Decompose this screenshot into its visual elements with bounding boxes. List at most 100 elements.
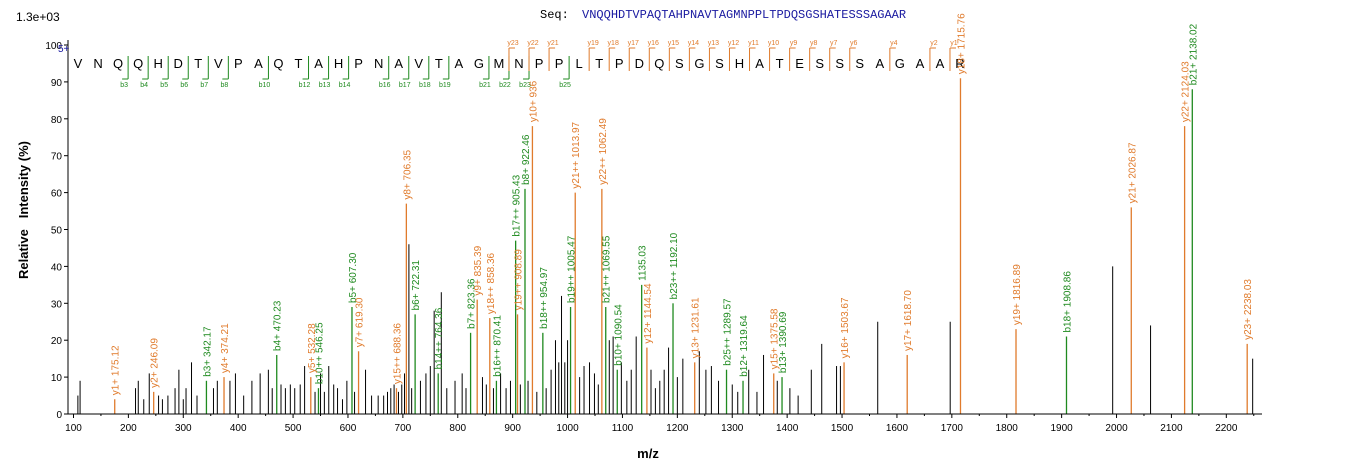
x-tick-label: 900 xyxy=(504,423,521,434)
sequence-residue: D xyxy=(635,56,644,71)
b-ion-label: b12 xyxy=(299,82,311,89)
sequence-residue: A xyxy=(314,56,323,71)
y-tick-label: 90 xyxy=(51,78,63,89)
sequence-residue: T xyxy=(776,56,784,71)
peak-label: b19++ 1005.47 xyxy=(567,235,578,303)
sequence-residue: G xyxy=(694,56,704,71)
sequence-residue: P xyxy=(615,56,624,71)
x-tick-label: 2100 xyxy=(1160,423,1183,434)
b-ion-label: b21 xyxy=(479,82,491,89)
peak-label: b21+ 2138.02 xyxy=(1188,23,1199,85)
x-tick-label: 1300 xyxy=(721,423,744,434)
sequence-residue: Q xyxy=(273,56,283,71)
peak-label: y22+ 2124.03 xyxy=(1181,61,1192,122)
b-ion-label: b22 xyxy=(499,82,511,89)
y-ion-label: y2 xyxy=(930,40,938,47)
y-tick-label: 0 xyxy=(56,410,62,421)
sequence-residue: A xyxy=(394,56,403,71)
peak-label: b14++ 764.36 xyxy=(434,307,445,369)
y-ion-label: y13 xyxy=(708,40,719,47)
peak-label: b6+ 722.31 xyxy=(411,260,422,311)
b-ion-label: b6 xyxy=(180,82,188,89)
y-tick-label: 10 xyxy=(51,373,63,384)
y-ion-label: y9 xyxy=(790,40,798,47)
peak-label: y1+ 175.12 xyxy=(111,345,122,395)
peak-label: y19++ 908.89 xyxy=(514,249,525,311)
sequence-residue: S xyxy=(835,56,844,71)
b-ion-label: b10 xyxy=(259,82,271,89)
x-tick-label: 1100 xyxy=(612,423,634,434)
sequence-residue: V xyxy=(214,56,223,71)
peak-label: b21++ 1069.55 xyxy=(602,235,613,303)
x-tick-label: 500 xyxy=(285,423,302,434)
sequence-value: VNQQHDTVPAQTAHPNAVTAGMNPPLTPDQSGSHATESSS… xyxy=(582,8,907,22)
sequence-residue: T xyxy=(595,56,603,71)
y-axis-label: Relative Intensity (%) xyxy=(16,141,31,279)
peak-label: y4+ 374.21 xyxy=(220,323,231,373)
b-ion-label: b4 xyxy=(140,82,148,89)
charge-label: 5+ xyxy=(58,44,70,55)
b-ion-label: b16 xyxy=(379,82,391,89)
peak-label: y18+ 1715.76 xyxy=(956,13,967,74)
peak-label: b3+ 342.17 xyxy=(202,326,213,377)
sequence-residue: Q xyxy=(113,56,123,71)
x-tick-label: 600 xyxy=(340,423,357,434)
peak-label: y21+ 2026.87 xyxy=(1127,142,1138,203)
x-tick-label: 700 xyxy=(395,423,412,434)
peak-label: y21++ 1013.97 xyxy=(571,121,582,188)
x-tick-label: 100 xyxy=(65,423,82,434)
sequence-residue: A xyxy=(755,56,764,71)
sequence-residue: P xyxy=(555,56,564,71)
peak-label: b25++ 1289.57 xyxy=(723,298,734,366)
b-ion-label: b3 xyxy=(120,82,128,89)
b-ion-label: b13 xyxy=(319,82,331,89)
b-ion-label: b14 xyxy=(339,82,351,89)
y-ion-label: y12 xyxy=(728,40,739,47)
peak-label: y5+ 532.28 xyxy=(307,323,318,373)
sequence-residue: Q xyxy=(654,56,664,71)
sequence-residue: H xyxy=(735,56,744,71)
b-ion-label: b7 xyxy=(200,82,208,89)
sequence-residue: S xyxy=(815,56,824,71)
b-ion-label: b8 xyxy=(220,82,228,89)
x-tick-label: 1900 xyxy=(1051,423,1074,434)
y-ion-label: y19 xyxy=(588,40,599,47)
y-ion-label: y21 xyxy=(547,40,558,47)
sequence-residue: H xyxy=(334,56,343,71)
peak-label: b17++ 905.43 xyxy=(512,174,523,236)
sequence-residue: A xyxy=(916,56,925,71)
y-ion-label: y4 xyxy=(890,40,898,47)
sequence-residue: T xyxy=(295,56,303,71)
y-ion-label: y1 xyxy=(950,40,958,47)
sequence-residue: H xyxy=(153,56,162,71)
y-ion-label: y6 xyxy=(850,40,858,47)
peak-label: y15++ 688.36 xyxy=(392,323,403,385)
sequence-residue: D xyxy=(174,56,183,71)
peak-label: y19+ 1816.89 xyxy=(1012,264,1023,325)
peak-label: y22++ 1062.49 xyxy=(598,118,609,185)
sequence-residue: P xyxy=(354,56,363,71)
y-ion-label: y14 xyxy=(688,40,699,47)
x-tick-label: 1600 xyxy=(886,423,909,434)
sequence-residue: N xyxy=(93,56,102,71)
x-tick-label: 400 xyxy=(230,423,247,434)
sequence-residue: A xyxy=(875,56,884,71)
peak-label: b10+ 1090.54 xyxy=(613,304,624,366)
sequence-residue: Q xyxy=(133,56,143,71)
sequence-residue: S xyxy=(855,56,864,71)
sequence-residue: M xyxy=(494,56,505,71)
x-tick-label: 1700 xyxy=(941,423,964,434)
peak-label: y8+ 706.35 xyxy=(402,149,413,199)
x-tick-label: 1400 xyxy=(776,423,799,434)
sequence-residue: A xyxy=(936,56,945,71)
peak-label: y12+ 1144.54 xyxy=(643,283,654,344)
y-tick-label: 50 xyxy=(51,226,63,237)
sequence-residue: P xyxy=(234,56,243,71)
y-tick-label: 30 xyxy=(51,299,63,310)
peak-label: b18++ 954.97 xyxy=(539,267,550,329)
b-ion-label: b18 xyxy=(419,82,431,89)
y-tick-label: 100 xyxy=(45,41,62,52)
peak-label: y17+ 1618.70 xyxy=(903,290,914,351)
x-tick-label: 1000 xyxy=(556,423,579,434)
